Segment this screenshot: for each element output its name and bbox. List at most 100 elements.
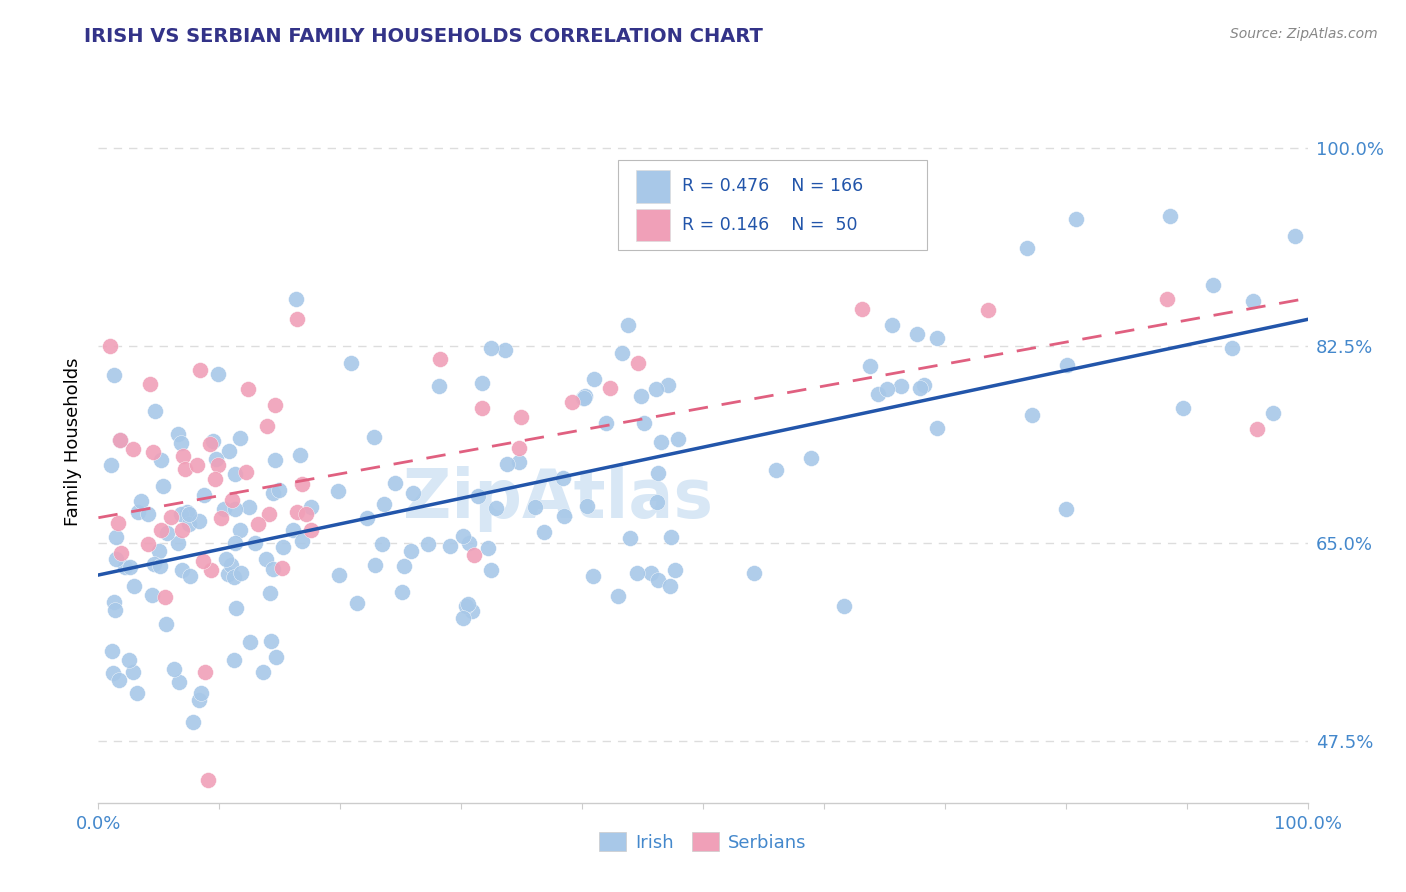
Point — [477, 541, 499, 555]
Point — [285, 311, 308, 326]
Point — [765, 463, 787, 477]
Point — [190, 686, 212, 700]
Point — [496, 457, 519, 471]
Point — [742, 566, 765, 580]
Point — [101, 666, 124, 681]
Point — [471, 401, 494, 416]
Point — [356, 511, 378, 525]
Point — [252, 665, 274, 680]
Point — [194, 665, 217, 680]
Point — [174, 461, 197, 475]
Point — [494, 343, 516, 357]
Point — [107, 673, 129, 687]
Point — [533, 524, 555, 539]
FancyBboxPatch shape — [619, 160, 927, 250]
Text: IRISH VS SERBIAN FAMILY HOUSEHOLDS CORRELATION CHART: IRISH VS SERBIAN FAMILY HOUSEHOLDS CORRE… — [84, 27, 763, 45]
Point — [394, 559, 416, 574]
Point — [1017, 241, 1039, 255]
Point — [553, 509, 575, 524]
Point — [141, 588, 163, 602]
Point — [122, 579, 145, 593]
Point — [551, 471, 574, 485]
Point — [254, 552, 277, 566]
Point — [170, 507, 193, 521]
Point — [148, 543, 170, 558]
Point — [575, 499, 598, 513]
Point — [143, 558, 166, 572]
Text: ZipAtlas: ZipAtlas — [404, 467, 713, 533]
Point — [118, 653, 141, 667]
Point — [107, 516, 129, 530]
Point — [373, 498, 395, 512]
Point — [524, 500, 547, 514]
Point — [284, 292, 307, 306]
Point — [583, 372, 606, 386]
Point — [202, 434, 225, 448]
Point — [155, 616, 177, 631]
Point — [172, 449, 194, 463]
Point — [150, 453, 173, 467]
Point — [267, 483, 290, 497]
Point — [160, 510, 183, 524]
Point — [571, 391, 593, 405]
Point — [363, 558, 385, 572]
Point — [467, 489, 489, 503]
Point — [471, 376, 494, 390]
Point — [225, 600, 247, 615]
Point — [1171, 401, 1194, 416]
Point — [252, 807, 274, 822]
Point — [384, 476, 406, 491]
Point — [238, 382, 260, 396]
Point — [114, 560, 136, 574]
Point — [217, 566, 239, 581]
Point — [1284, 229, 1306, 244]
Point — [222, 653, 245, 667]
Point — [627, 356, 650, 370]
Point — [215, 552, 238, 566]
Point — [187, 692, 209, 706]
Point — [156, 526, 179, 541]
Point — [167, 536, 190, 550]
Point — [264, 649, 287, 664]
Point — [1056, 358, 1078, 372]
Point — [1246, 422, 1268, 436]
Point — [238, 500, 260, 514]
Point — [630, 388, 652, 402]
Point — [461, 604, 484, 618]
Point — [110, 546, 132, 560]
Point — [263, 453, 285, 467]
Point — [136, 507, 159, 521]
Point — [479, 341, 502, 355]
Point — [977, 303, 1000, 318]
Point — [925, 421, 948, 435]
Point — [256, 419, 278, 434]
Point — [105, 530, 128, 544]
Point — [866, 387, 889, 401]
Point — [484, 501, 506, 516]
Point — [271, 540, 294, 554]
Point — [1159, 209, 1181, 223]
Point — [908, 380, 931, 394]
Point — [508, 442, 530, 456]
Point — [427, 379, 450, 393]
Point — [104, 602, 127, 616]
Point — [599, 381, 621, 395]
Point — [176, 505, 198, 519]
Point — [239, 635, 262, 649]
Point — [905, 326, 928, 341]
Point — [285, 505, 308, 519]
Point — [439, 539, 461, 553]
Point — [834, 599, 856, 614]
Point — [260, 633, 283, 648]
Point — [876, 382, 898, 396]
Point — [212, 501, 235, 516]
Point — [209, 510, 232, 524]
Point — [858, 359, 880, 373]
Point — [619, 531, 641, 545]
Point — [263, 398, 285, 412]
Point — [399, 544, 422, 558]
Point — [229, 566, 252, 580]
Point — [882, 318, 904, 332]
Point — [207, 458, 229, 473]
Point — [219, 558, 242, 572]
